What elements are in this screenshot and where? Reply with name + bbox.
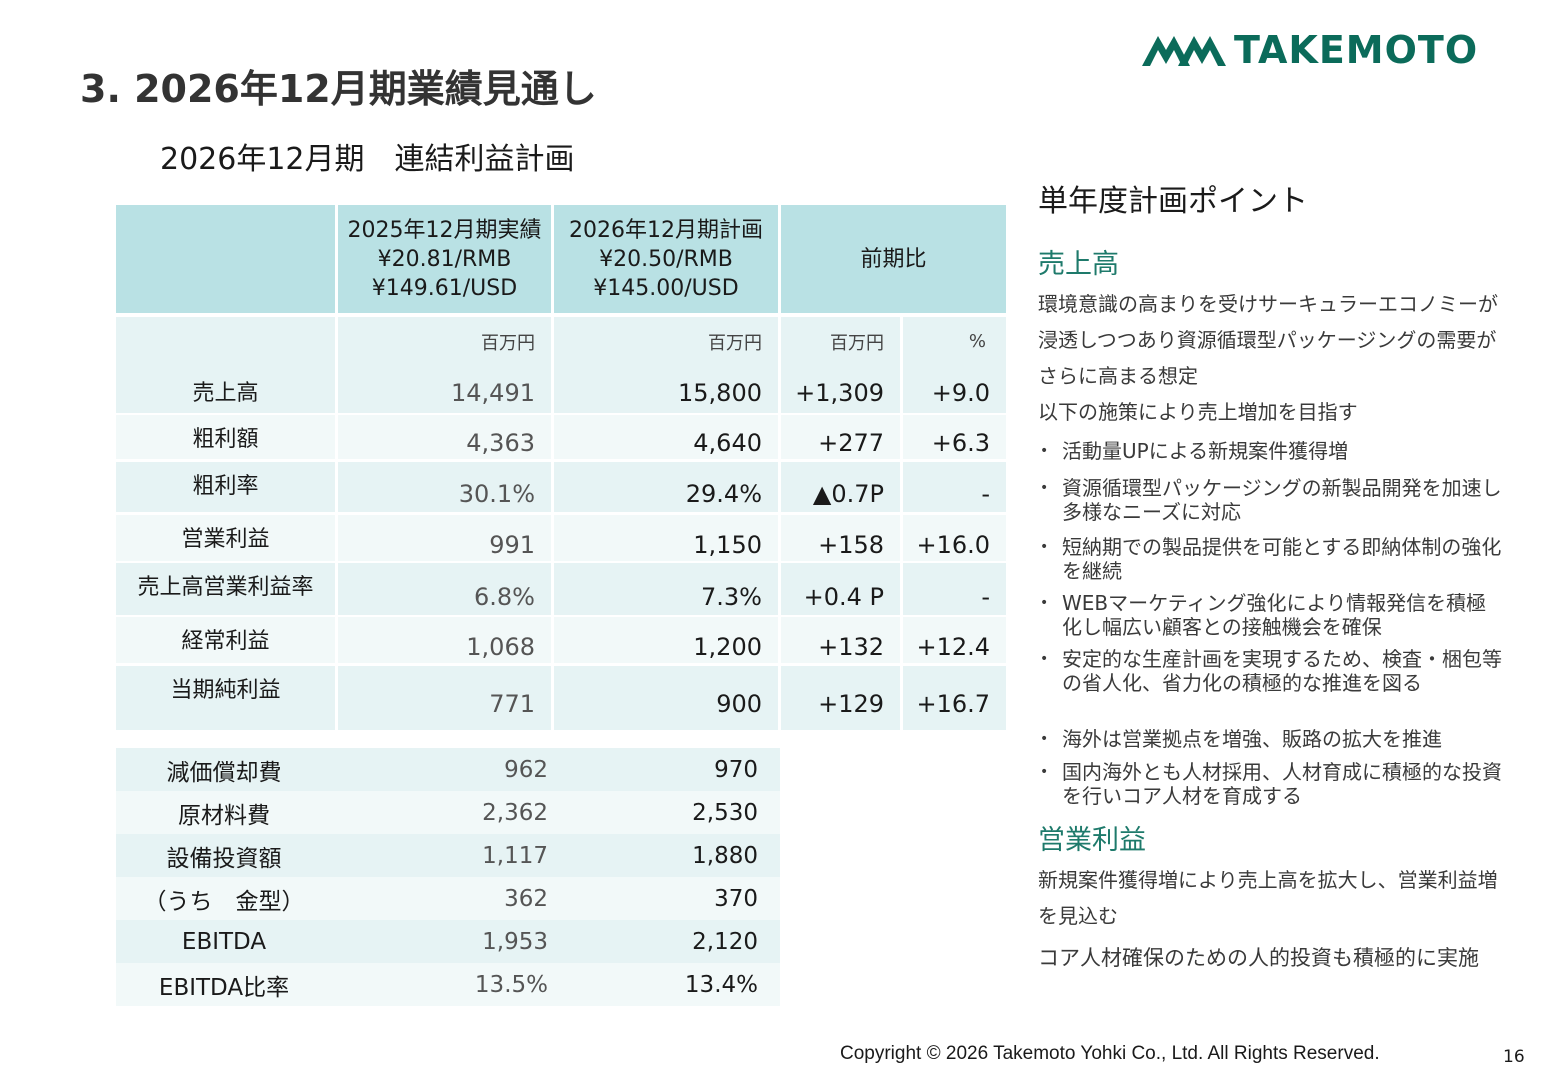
sales-paragraph: 以下の施策により売上増加を目指す [1038,400,1358,424]
row-label: 設備投資額 [166,845,282,872]
row-label: 営業利益 [181,527,270,552]
table-cell: ▲0.7P [812,480,884,508]
table-cell: +277 [818,429,884,457]
table-cell: +16.0 [916,531,990,559]
table-cell: +132 [818,633,884,661]
table-row [116,877,780,920]
table-cell: 1,150 [693,531,762,559]
row-label: 粗利率 [192,474,259,499]
table-cell: 1,880 [692,842,758,869]
table-row [116,834,780,877]
list-item: 活動量UPによる新規案件獲得増 [1040,439,1502,463]
header-yoy: 前期比 [781,205,1006,313]
row-label: 売上高 [192,381,259,406]
cost-table: 減価償却費 962 970 原材料費 2,362 2,530 設備投資額 1,117 1,880… [116,748,780,1008]
unit-label: % [968,331,986,352]
table-cell: 370 [714,885,758,912]
company-logo: TAKEMOTO [1140,28,1530,74]
table-row [116,748,780,791]
sales-heading: 売上高 [1038,249,1119,280]
row-label: 売上高営業利益率 [137,575,314,600]
copyright: Copyright © 2026 Takemoto Yohki Co., Ltd… [840,1043,1380,1064]
sales-paragraph: 環境意識の高まりを受けサーキュラーエコノミーが浸透しつつあり資源循環型パッケージ… [1038,292,1498,388]
table-cell: 30.1% [458,480,535,508]
table-cell: 13.4% [684,971,758,998]
table-cell: +6.3 [931,429,990,457]
table-cell: 991 [489,531,535,559]
row-label: 原材料費 [178,802,270,829]
table-cell: +129 [818,690,884,718]
list-item: 国内海外とも人材採用、人材育成に積極的な投資を行いコア人材を育成する [1040,760,1502,808]
profit-plan-table: 2025年12月期実績 ¥20.81/RMB ¥149.61/USD 2026年12… [116,205,1006,730]
page-title: 3. 2026年12月期業績見通し [80,67,597,111]
table-cell: 2,120 [692,928,758,955]
row-label: 経常利益 [181,629,270,654]
table-cell: 1,200 [693,633,762,661]
list-item: WEBマーケティング強化により情報発信を積極化し幅広い顧客との接触機会を確保 [1040,591,1502,639]
row-label: 減価償却費 [166,759,282,786]
table-cell: 970 [714,756,758,783]
table-cell: 1,953 [482,928,548,955]
table-cell: +0.4 P [803,583,884,611]
table-cell: - [981,480,990,508]
logo-mark-icon [1142,36,1226,66]
header-blank-cell [116,205,335,313]
header-plan-2026: 2026年12月期計画 ¥20.50/RMB ¥145.00/USD [554,205,778,313]
op-profit-paragraph: コア人材確保のための人的投資も積極的に実施 [1038,946,1479,970]
table-cell: 29.4% [685,480,762,508]
op-profit-paragraph: 新規案件獲得増により売上高を拡大し、営業利益増を見込む [1038,868,1498,928]
row-label: EBITDA比率 [158,974,290,1001]
table-cell: +16.7 [916,690,990,718]
row-label: （うち 金型） [143,888,305,915]
unit-label: 百万円 [708,333,762,354]
table-cell: +9.0 [931,379,990,407]
table-cell: 900 [716,690,762,718]
table-cell: 362 [504,885,548,912]
table-cell: 6.8% [474,583,535,611]
header-actual-2025: 2025年12月期実績 ¥20.81/RMB ¥149.61/USD [338,205,551,313]
table-cell: 4,640 [693,429,762,457]
table-cell: 15,800 [678,379,762,407]
table-cell: 13.5% [474,971,548,998]
table-row [116,791,780,834]
table-row [116,963,780,1006]
table-cell: 2,362 [482,799,548,826]
table-row [116,920,780,963]
table-cell: 1,068 [466,633,535,661]
row-label: 粗利額 [192,427,259,452]
points-title: 単年度計画ポイント [1038,184,1308,219]
table-cell: 771 [489,690,535,718]
table-cell: +1,309 [795,379,884,407]
row-label: EBITDA [181,928,267,955]
table-cell: 4,363 [466,429,535,457]
unit-label: 百万円 [830,333,884,354]
table-cell: 14,491 [451,379,535,407]
row-label: 当期純利益 [170,678,281,703]
list-item: 短納期での製品提供を可能とする即納体制の強化を継続 [1040,535,1502,583]
unit-label: 百万円 [481,333,535,354]
section-subtitle: 2026年12月期 連結利益計画 [160,142,575,177]
table-cell: +12.4 [916,633,990,661]
table-cell: 1,117 [482,842,548,869]
table-cell: 962 [504,756,548,783]
logo-text: TAKEMOTO [1234,28,1479,72]
list-item: 資源循環型パッケージングの新製品開発を加速し多様なニーズに対応 [1040,476,1502,524]
table-cell: +158 [818,531,884,559]
list-item: 海外は営業拠点を増強、販路の拡大を推進 [1040,727,1502,751]
op-profit-heading: 営業利益 [1038,825,1146,856]
table-cell: - [981,583,990,611]
list-item: 安定的な生産計画を実現するため、検査・梱包等の省人化、省力化の積極的な推進を図る [1040,647,1502,695]
table-cell: 2,530 [692,799,758,826]
page-number: 16 [1503,1047,1525,1067]
table-cell: 7.3% [701,583,762,611]
